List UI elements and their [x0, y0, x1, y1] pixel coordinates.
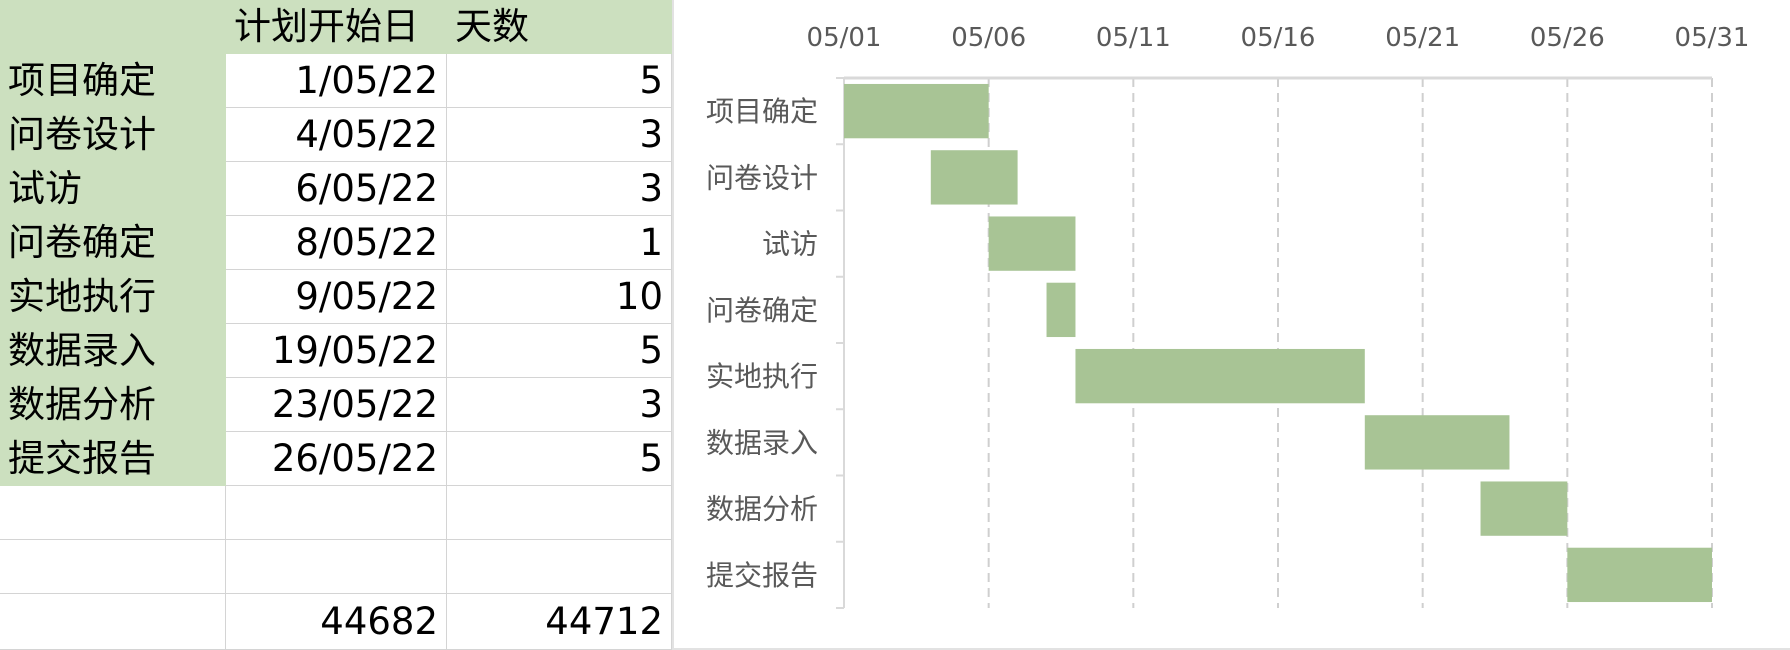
- start-date-cell[interactable]: 8/05/22: [226, 216, 447, 270]
- task-name-cell[interactable]: 提交报告: [0, 432, 226, 486]
- days-cell[interactable]: 5: [447, 432, 672, 486]
- header-cell-start[interactable]: 计划开始日: [226, 0, 447, 54]
- x-tick-label: 05/11: [1096, 23, 1171, 53]
- days-cell[interactable]: 1: [447, 216, 672, 270]
- days-cell[interactable]: 5: [447, 54, 672, 108]
- gantt-bar: [1046, 282, 1076, 338]
- axis-min-serial-cell[interactable]: 44682: [226, 594, 447, 650]
- days-cell[interactable]: 3: [447, 108, 672, 162]
- days-cell[interactable]: 5: [447, 324, 672, 378]
- gantt-chart[interactable]: 05/01 05/06 05/11 05/16 05/21 05/26 05/31 项目确定问…: [674, 0, 1790, 650]
- task-name-cell[interactable]: 数据分析: [0, 378, 226, 432]
- header-cell-days[interactable]: 天数: [447, 0, 672, 54]
- empty-cell[interactable]: [226, 540, 447, 594]
- x-tick-label: 05/31: [1675, 23, 1750, 53]
- gantt-chart-svg: 05/01 05/06 05/11 05/16 05/21 05/26 05/31 项目确定问…: [706, 23, 1750, 609]
- category-label: 实地执行: [706, 360, 818, 393]
- spreadsheet-table: 计划开始日 天数 项目确定 1/05/22 5 问卷设计 4/05/22 3 试访 6/05/22…: [0, 0, 672, 650]
- category-label: 数据分析: [706, 493, 818, 526]
- x-tick-label: 05/21: [1385, 23, 1460, 53]
- empty-cell[interactable]: [447, 486, 672, 540]
- gantt-bar: [1567, 547, 1712, 603]
- start-date-cell[interactable]: 6/05/22: [226, 162, 447, 216]
- category-label: 问卷确定: [706, 294, 818, 327]
- x-tick-label: 05/06: [951, 23, 1026, 53]
- empty-cell[interactable]: [0, 594, 226, 650]
- category-label: 数据录入: [706, 426, 818, 459]
- category-label: 项目确定: [706, 95, 818, 128]
- start-date-cell[interactable]: 26/05/22: [226, 432, 447, 486]
- x-tick-label: 05/16: [1241, 23, 1316, 53]
- gantt-bar: [844, 83, 989, 139]
- start-date-cell[interactable]: 4/05/22: [226, 108, 447, 162]
- pane-divider: [672, 0, 674, 650]
- category-label: 试访: [762, 228, 818, 261]
- axis-max-serial-cell[interactable]: 44712: [447, 594, 672, 650]
- days-cell[interactable]: 10: [447, 270, 672, 324]
- empty-cell[interactable]: [0, 540, 226, 594]
- gantt-bar: [1480, 481, 1568, 536]
- start-date-cell[interactable]: 19/05/22: [226, 324, 447, 378]
- category-label: 问卷设计: [706, 161, 818, 194]
- task-name-cell[interactable]: 项目确定: [0, 54, 226, 108]
- empty-cell[interactable]: [226, 486, 447, 540]
- days-cell[interactable]: 3: [447, 162, 672, 216]
- task-name-cell[interactable]: 试访: [0, 162, 226, 216]
- gantt-bar: [930, 150, 1018, 205]
- days-cell[interactable]: 3: [447, 378, 672, 432]
- category-label: 提交报告: [706, 559, 818, 592]
- start-date-cell[interactable]: 23/05/22: [226, 378, 447, 432]
- gantt-bar: [988, 216, 1076, 271]
- start-date-cell[interactable]: 9/05/22: [226, 270, 447, 324]
- task-name-cell[interactable]: 数据录入: [0, 324, 226, 378]
- header-cell-blank[interactable]: [0, 0, 226, 54]
- empty-cell[interactable]: [0, 486, 226, 540]
- start-date-cell[interactable]: 1/05/22: [226, 54, 447, 108]
- task-name-cell[interactable]: 问卷设计: [0, 108, 226, 162]
- gantt-bar: [1364, 415, 1510, 470]
- gantt-bar: [1075, 348, 1365, 404]
- task-name-cell[interactable]: 问卷确定: [0, 216, 226, 270]
- task-name-cell[interactable]: 实地执行: [0, 270, 226, 324]
- x-tick-label: 05/26: [1530, 23, 1605, 53]
- empty-cell[interactable]: [447, 540, 672, 594]
- x-tick-label: 05/01: [807, 23, 882, 53]
